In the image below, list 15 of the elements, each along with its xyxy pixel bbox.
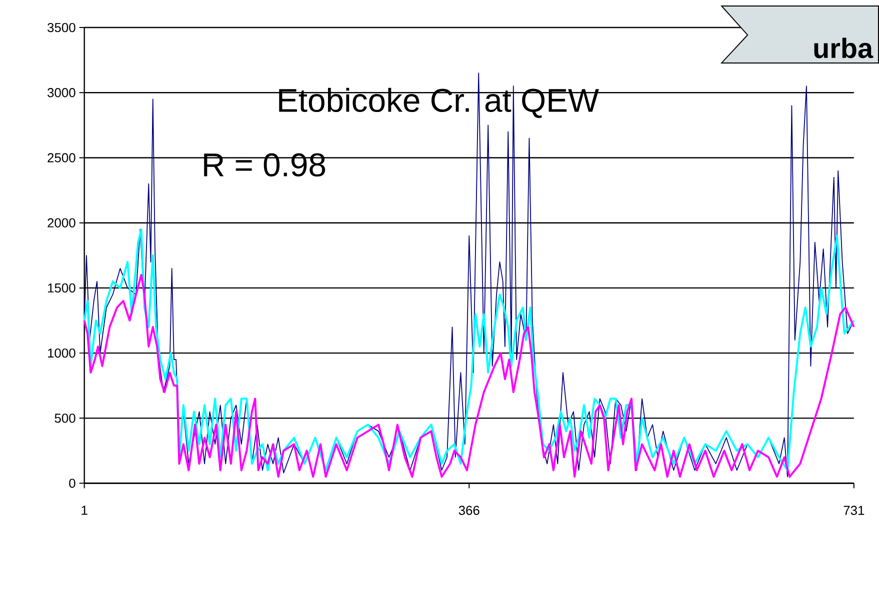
y-tick-label: 3500 <box>48 23 76 32</box>
x-tick-label: 366 <box>458 506 480 516</box>
y-tick-label: 1000 <box>48 348 76 358</box>
annotation: urba <box>814 38 874 58</box>
x-tick-label: 731 <box>844 506 864 516</box>
y-tick-label: 2000 <box>48 218 76 228</box>
y-tick-label: 500 <box>54 414 76 423</box>
y-tick-label: 3000 <box>48 88 76 98</box>
y-tick-label: 1500 <box>48 284 76 293</box>
y-tick-label: 0 <box>69 478 76 488</box>
annotation: R = 0.98 <box>204 153 326 177</box>
text: Etobicoke Cr. at QEW <box>279 88 599 118</box>
y-tick-label: 2500 <box>48 153 76 162</box>
x-tick-label: 1 <box>82 506 88 515</box>
line-series <box>83 274 855 478</box>
